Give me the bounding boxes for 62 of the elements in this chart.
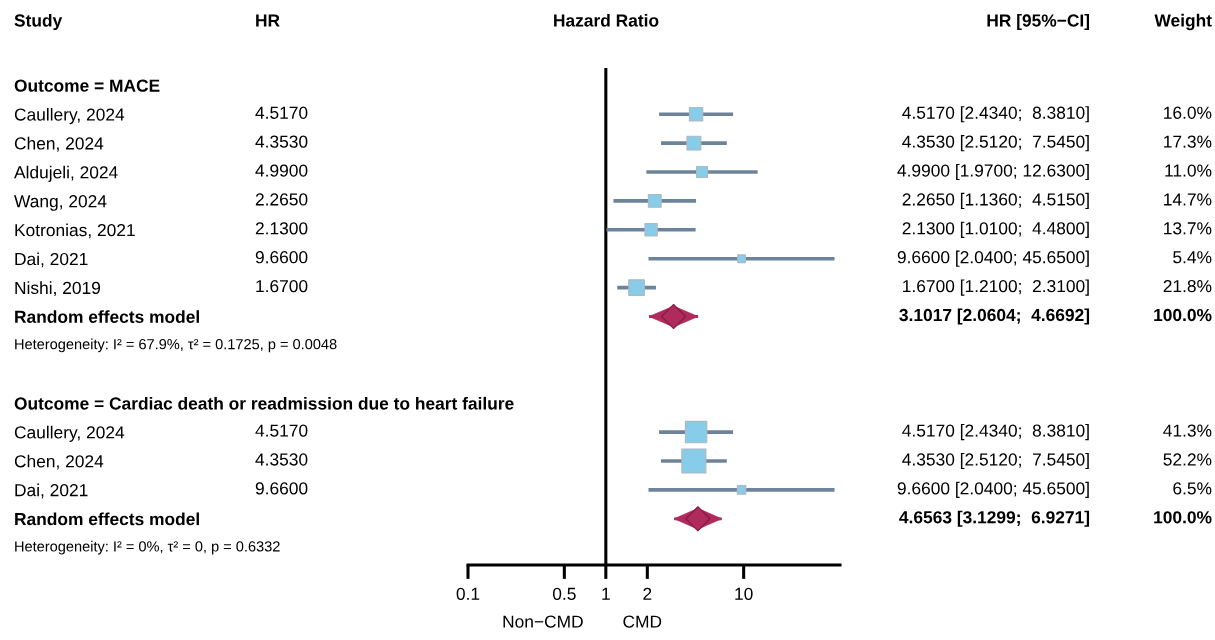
text: 6.5% (1173, 482, 1212, 495)
y-tick-label: Caullery, 2024 (14, 107, 125, 125)
text: 2.1300 [1.0100; 4.4800] (902, 221, 1089, 238)
text: 2.2650 [1.1360; 4.5150] (902, 192, 1089, 210)
text: Weight (1154, 13, 1212, 31)
text: 4.9900 [1.9700; 12.6300] (897, 163, 1089, 181)
text: 100.0% (1154, 308, 1212, 322)
chart-title: Hazard Ratio (554, 13, 659, 27)
text: 9.6600 [2.0400; 45.6500] (897, 481, 1089, 498)
text: 4.5170 [2.4340; 8.3810] (902, 106, 1089, 123)
text: HR [95%−CI] (987, 13, 1090, 31)
text: 3.1017 [2.0604; 4.6692] (899, 308, 1090, 325)
y-tick-label: Chen, 2024 (14, 136, 104, 152)
y-tick-label: Wang, 2024 (14, 195, 107, 211)
text: 2.1300 (255, 222, 308, 235)
text: 9.6600 [2.0400; 45.6500] (897, 250, 1089, 267)
text: 4.5170 (255, 106, 308, 119)
x-tick-label: 10 (735, 587, 753, 600)
text: 14.7% (1164, 193, 1212, 206)
y-tick-label: Chen, 2024 (14, 454, 104, 470)
y-tick-label: Random effects model (15, 310, 199, 323)
text: Heterogeneity: I² = 0%, τ² = 0, p = 0.6332 (15, 540, 280, 555)
y-tick-label: Nishi, 2019 (15, 281, 101, 297)
text: 4.9900 (255, 164, 308, 177)
text: 4.3530 (255, 135, 308, 148)
text: 2.2650 (255, 193, 308, 206)
y-tick-label: Outcome = Cardiac death or readmission due to heart failure (14, 396, 514, 410)
text: 9.6600 (255, 251, 308, 264)
y-tick-label: Kotronias, 2021 (15, 223, 135, 239)
text: Non−CMD (503, 615, 583, 628)
text: 4.3530 [2.5120; 7.5450] (902, 452, 1089, 470)
text: 41.3% (1163, 424, 1212, 437)
x-tick-label: 1 (602, 587, 610, 600)
text: 4.5170 [2.4340; 8.3810] (902, 423, 1089, 441)
text: 16.0% (1164, 106, 1212, 119)
y-tick-label: Dai, 2021 (15, 252, 88, 268)
text: 5.4% (1173, 251, 1212, 264)
y-tick-label: Outcome = MACE (14, 79, 160, 92)
text: 11.0% (1165, 164, 1212, 177)
text: 21.8% (1163, 279, 1212, 293)
text: 4.3530 [2.5120; 7.5450] (902, 135, 1089, 152)
x-tick-label: 0.5 (552, 587, 576, 600)
text: Heterogeneity: I² = 67.9%, τ² = 0.1725, p = 0.0048 (15, 338, 337, 353)
y-tick-label: Aldujeli, 2024 (14, 165, 118, 182)
text: CMD (623, 615, 662, 628)
text: 9.6600 (255, 482, 308, 495)
y-tick-label: Random effects model (15, 512, 199, 526)
text: 4.6563 [3.1299; 6.9271] (899, 510, 1090, 527)
text: 13.7% (1164, 222, 1212, 235)
y-tick-label: Dai, 2021 (15, 483, 88, 499)
text: 1.6700 [1.2100; 2.3100] (903, 279, 1089, 296)
text: 4.5170 (255, 424, 308, 437)
text: 17.3% (1164, 135, 1212, 148)
text: 100.0% (1154, 511, 1212, 524)
x-tick-label: 2 (643, 587, 652, 600)
text: 1.6700 (256, 279, 308, 293)
text: 4.3530 (255, 453, 308, 466)
text: HR (256, 14, 280, 27)
text: 52.2% (1163, 453, 1212, 466)
x-tick-label: 0.1 (456, 587, 480, 600)
y-axis-title: Study (14, 13, 63, 31)
y-tick-label: Caullery, 2024 (14, 425, 125, 442)
